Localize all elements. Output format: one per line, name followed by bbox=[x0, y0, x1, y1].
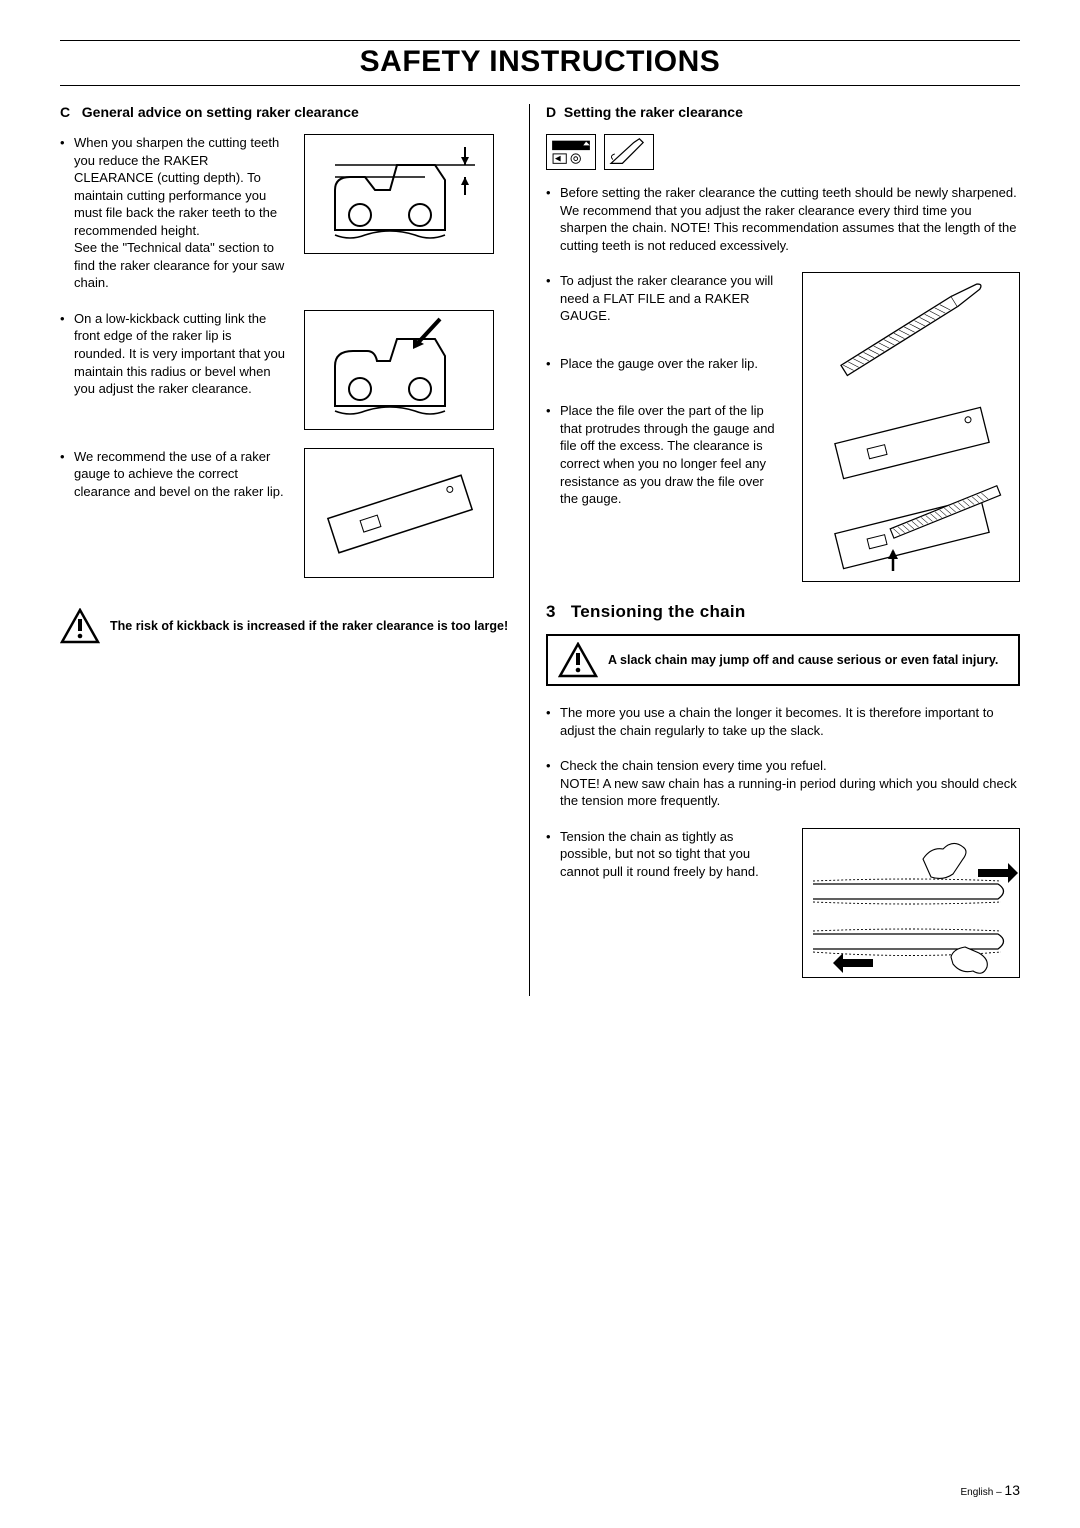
footer-label: English – bbox=[961, 1487, 1005, 1498]
section-d-header: D Setting the raker clearance bbox=[546, 104, 1020, 120]
bullet-d2: • To adjust the raker clearance you will… bbox=[546, 272, 781, 325]
section-c-title: General advice on setting raker clearanc… bbox=[82, 104, 359, 120]
bullet-t2a: Check the chain tension every time you r… bbox=[560, 757, 1020, 775]
icon-row bbox=[546, 134, 1020, 170]
bullet-d1a: Before setting the raker clearance the c… bbox=[560, 184, 1020, 202]
bullet-dot: • bbox=[546, 828, 560, 846]
bullet-t1: • The more you use a chain the longer it… bbox=[546, 704, 1020, 739]
bullet-d4: • Place the file over the part of the li… bbox=[546, 402, 781, 507]
footer-page-number: 13 bbox=[1004, 1482, 1020, 1498]
bullet-c1-p2a: See the bbox=[74, 240, 122, 255]
bullet-dot: • bbox=[546, 757, 560, 775]
section-3-title: Tensioning the chain bbox=[571, 602, 746, 621]
bullet-dot: • bbox=[546, 704, 560, 722]
page-title: SAFETY INSTRUCTIONS bbox=[60, 40, 1020, 86]
figure-raker-gauge bbox=[304, 448, 494, 578]
section-3-num: 3 bbox=[546, 602, 556, 621]
bullet-c1: • When you sharpen the cutting teeth you… bbox=[60, 134, 513, 292]
warning-kickback-text: The risk of kickback is increased if the… bbox=[110, 618, 508, 634]
bullet-c1-italic: "Technical data" bbox=[122, 240, 214, 255]
bullet-t1-text: The more you use a chain the longer it b… bbox=[560, 704, 1020, 739]
bullet-d3: • Place the gauge over the raker lip. bbox=[546, 355, 781, 373]
bullet-t2b: NOTE! A new saw chain has a running-in p… bbox=[560, 775, 1020, 810]
warning-icon bbox=[558, 642, 598, 678]
left-column: C General advice on setting raker cleara… bbox=[60, 104, 530, 996]
bullet-c2-text: On a low-kickback cutting link the front… bbox=[74, 310, 285, 398]
bullet-c3-text: We recommend the use of a raker gauge to… bbox=[74, 448, 285, 501]
warning-slack-text: A slack chain may jump off and cause ser… bbox=[608, 652, 998, 668]
bullet-dot: • bbox=[60, 134, 74, 152]
section-d-prefix: D bbox=[546, 104, 556, 120]
bullet-d3-text: Place the gauge over the raker lip. bbox=[560, 355, 781, 373]
section-3-header: 3 Tensioning the chain bbox=[546, 602, 1020, 622]
bullet-t3-text: Tension the chain as tightly as possible… bbox=[560, 828, 781, 881]
bullet-c1-p1: When you sharpen the cutting teeth you r… bbox=[74, 135, 279, 238]
bullet-dot: • bbox=[546, 272, 560, 290]
bullet-c1-text: When you sharpen the cutting teeth you r… bbox=[74, 134, 285, 292]
bullet-t2: • Check the chain tension every time you… bbox=[546, 757, 1020, 810]
warning-icon bbox=[60, 608, 100, 644]
file-hand-icon bbox=[604, 134, 654, 170]
figure-file-gauge-steps bbox=[802, 272, 1020, 582]
section-c-prefix: C bbox=[60, 104, 70, 120]
bullet-dot: • bbox=[60, 448, 74, 466]
bullet-d2-text: To adjust the raker clearance you will n… bbox=[560, 272, 781, 325]
bullet-d1b: We recommend that you adjust the raker c… bbox=[560, 202, 1020, 255]
right-column: D Setting the raker clearance • Before s… bbox=[530, 104, 1020, 996]
figure-raker-clearance bbox=[304, 134, 494, 254]
bullet-dot: • bbox=[546, 355, 560, 373]
bullet-d1: • Before setting the raker clearance the… bbox=[546, 184, 1020, 254]
arrow-gauge-icon bbox=[546, 134, 596, 170]
bullet-d4-text: Place the file over the part of the lip … bbox=[560, 402, 781, 507]
section-d-title: Setting the raker clearance bbox=[564, 104, 743, 120]
two-column-layout: C General advice on setting raker cleara… bbox=[60, 104, 1020, 996]
page-footer: English – 13 bbox=[961, 1482, 1021, 1498]
bullet-c3: • We recommend the use of a raker gauge … bbox=[60, 448, 513, 578]
section-c-header: C General advice on setting raker cleara… bbox=[60, 104, 513, 120]
warning-kickback: The risk of kickback is increased if the… bbox=[60, 608, 513, 644]
bullet-t3: • Tension the chain as tightly as possib… bbox=[546, 828, 1020, 978]
bullet-dot: • bbox=[546, 402, 560, 420]
figure-rounded-lip bbox=[304, 310, 494, 430]
bullet-c2: • On a low-kickback cutting link the fro… bbox=[60, 310, 513, 430]
warning-slack-chain: A slack chain may jump off and cause ser… bbox=[546, 634, 1020, 686]
bullet-dot: • bbox=[546, 184, 560, 202]
bullet-dot: • bbox=[60, 310, 74, 328]
figure-tension-chain bbox=[802, 828, 1020, 978]
